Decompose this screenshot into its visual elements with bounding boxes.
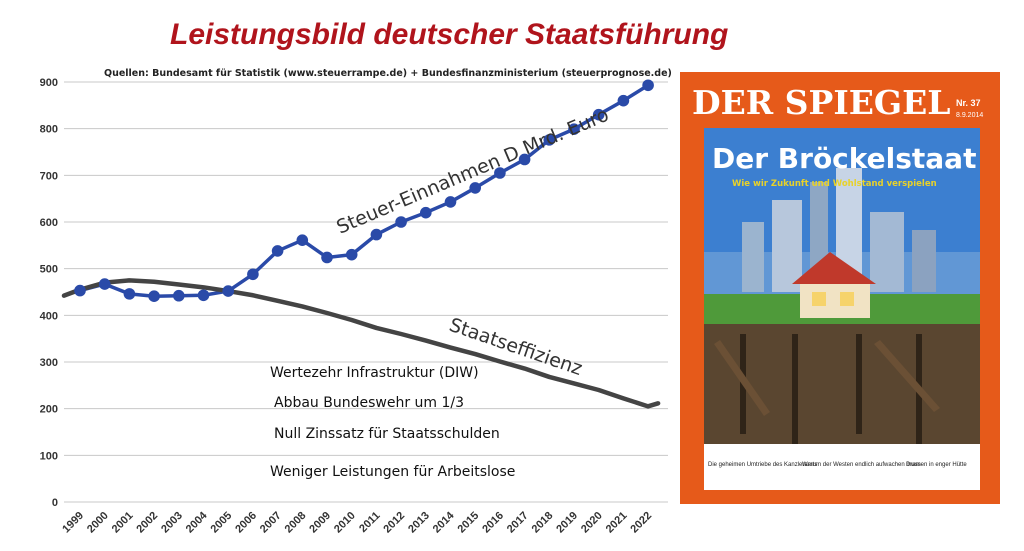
- y-axis-ticks: 0 100 200 300 400 500 600 700 800 900: [40, 77, 58, 509]
- x-tick-label: 2008: [283, 510, 309, 536]
- data-point: [494, 167, 506, 179]
- x-tick-label: 2000: [85, 510, 111, 536]
- cover-teaser-2: Warum der Westen endlich aufwachen muss: [802, 462, 921, 468]
- cover-masthead: DER SPIEGEL: [692, 83, 950, 122]
- x-tick-label: 2007: [258, 510, 284, 536]
- data-point: [420, 206, 432, 219]
- x-tick-label: 2003: [159, 510, 185, 536]
- y-tick-label: 100: [40, 450, 58, 462]
- x-tick-label: 2021: [604, 510, 630, 536]
- data-point: [123, 288, 136, 300]
- x-tick-label: 2010: [332, 510, 358, 536]
- y-tick-label: 400: [40, 310, 58, 322]
- x-tick-label: 2016: [480, 510, 506, 536]
- series-points: [74, 79, 654, 303]
- cover-issue-date: 8.9.2014: [956, 112, 983, 119]
- data-point: [395, 216, 407, 228]
- y-tick-label: 0: [52, 497, 58, 509]
- x-tick-label: 2014: [431, 509, 457, 535]
- x-tick-label: 2002: [134, 510, 160, 536]
- y-tick-label: 300: [40, 357, 58, 369]
- chart-title: Leistungsbild deutscher Staatsführung: [170, 18, 729, 51]
- data-point: [518, 153, 531, 166]
- y-tick-label: 900: [40, 77, 58, 89]
- x-tick-label: 2022: [628, 510, 654, 536]
- cover-headline: Der Bröckelstaat: [712, 142, 976, 175]
- data-point: [568, 123, 580, 135]
- x-tick-label: 2019: [554, 510, 580, 536]
- cover-teaser-strip: [704, 444, 980, 490]
- data-point: [296, 234, 309, 246]
- x-tick-label: 2004: [184, 509, 210, 535]
- x-tick-label: 2013: [406, 510, 432, 536]
- data-point: [74, 284, 86, 297]
- chart-source-note: Quellen: Bundesamt für Statistik (www.st…: [104, 68, 672, 79]
- data-point: [148, 290, 160, 303]
- annotation-bundeswehr: Abbau Bundeswehr um 1/3: [274, 395, 464, 411]
- data-point: [222, 285, 234, 297]
- x-tick-label: 2015: [456, 510, 482, 536]
- spiegel-cover: DER SPIEGEL Nr. 37 8.9.2014 Der Bröckels…: [680, 72, 1000, 504]
- data-point: [173, 289, 185, 302]
- x-tick-label: 2020: [579, 510, 605, 536]
- y-tick-label: 500: [40, 264, 58, 276]
- x-tick-label: 2018: [530, 510, 556, 536]
- y-tick-label: 200: [40, 404, 58, 416]
- cover-teaser-3: Dramen in enger Hütte: [906, 462, 967, 468]
- data-point: [592, 108, 605, 121]
- grid-lines: [64, 81, 668, 503]
- x-tick-label: 2001: [110, 510, 136, 536]
- cover-artwork: [704, 128, 980, 444]
- cover-subline: Wie wir Zukunft und Wohlstand verspielen: [732, 179, 937, 189]
- x-tick-label: 2012: [381, 510, 407, 536]
- data-point: [370, 228, 383, 241]
- cover-issue-number: Nr. 37: [956, 98, 981, 108]
- data-point: [98, 278, 111, 290]
- x-tick-label: 2006: [233, 510, 259, 536]
- data-point: [543, 134, 556, 146]
- annotation-infrastructure: Wertezehr Infrastruktur (DIW): [270, 365, 479, 381]
- data-point: [247, 268, 259, 281]
- x-tick-label: 2017: [505, 510, 531, 536]
- y-tick-label: 700: [40, 170, 58, 182]
- data-point: [469, 182, 482, 194]
- series-label-tax-revenue: Steuer-Einnahmen D Mrd. Euro: [333, 104, 612, 239]
- data-point: [617, 94, 630, 107]
- series-line-tax-revenue: [79, 83, 650, 298]
- y-tick-label: 600: [40, 217, 58, 229]
- x-axis-ticks: 1999200020012002200320042005200620072008…: [60, 509, 654, 535]
- annotation-unemployed: Weniger Leistungen für Arbeitslose: [270, 464, 515, 480]
- x-tick-label: 2011: [357, 510, 382, 535]
- x-tick-label: 1999: [60, 510, 86, 536]
- y-tick-label: 800: [40, 124, 58, 136]
- annotation-interest: Null Zinssatz für Staatsschulden: [274, 426, 500, 442]
- series-line-efficiency: [61, 278, 661, 409]
- data-point: [444, 196, 457, 208]
- x-tick-label: 2009: [307, 510, 333, 536]
- data-point: [197, 289, 210, 302]
- data-point: [321, 251, 333, 264]
- cover-teaser-1: Die geheimen Umtriebe des Kanzleramts: [708, 462, 817, 468]
- data-point: [345, 248, 358, 261]
- x-tick-label: 2005: [209, 510, 235, 536]
- data-point: [642, 79, 654, 92]
- data-point: [271, 245, 284, 257]
